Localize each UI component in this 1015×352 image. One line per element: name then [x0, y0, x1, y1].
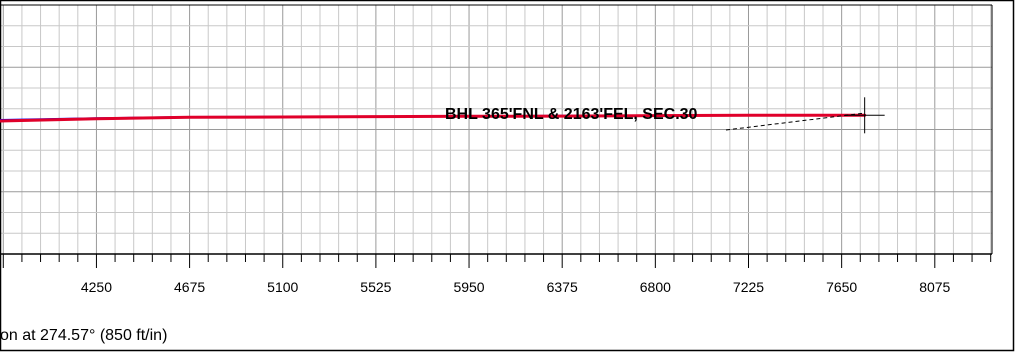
x-tick-label: 7225: [733, 279, 764, 295]
x-tick-label: 5525: [360, 279, 391, 295]
x-tick-label: 6375: [547, 279, 578, 295]
x-tick-label: 4250: [81, 279, 112, 295]
x-tick-label: 6800: [640, 279, 671, 295]
x-tick-label: 5100: [267, 279, 298, 295]
actual-line: [0, 113, 867, 123]
x-axis: 4250 4675 5100 5525 5950 6375 6800 7225 7650 8075: [0, 253, 992, 295]
x-tick-label: 8075: [919, 279, 950, 295]
x-tick-label: 5950: [453, 279, 484, 295]
annotation-leader: [725, 112, 863, 131]
bhl-annotation: BHL 365'FNL & 2163'FEL, SEC.30: [445, 106, 698, 123]
grid: [0, 4, 992, 255]
x-axis-title: on at 274.57° (850 ft/in): [0, 327, 167, 344]
x-tick-label: 4675: [174, 279, 205, 295]
x-tick-label: 7650: [826, 279, 857, 295]
series-group: [0, 113, 867, 123]
target-marker-group: BHL 365'FNL & 2163'FEL, SEC.30: [445, 97, 885, 134]
